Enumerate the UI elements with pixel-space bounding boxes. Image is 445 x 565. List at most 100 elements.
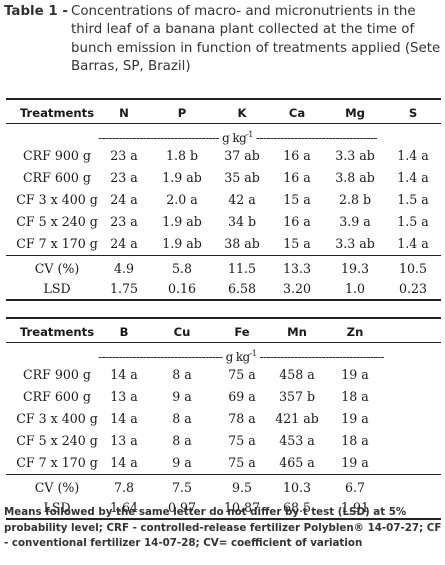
stat-cell: 0.16 xyxy=(167,281,197,296)
table-cell: 1.4 a xyxy=(397,236,429,251)
unit-line: ----------------------------------- g kg… xyxy=(98,130,378,145)
table-cell: 1.9 ab xyxy=(162,214,202,229)
table-cell: 357 b xyxy=(278,389,316,404)
table-cell: 24 a xyxy=(110,236,138,251)
table-cell: 13 a xyxy=(110,389,138,404)
table-cell: 35 ab xyxy=(224,170,260,185)
stat-cell: 3.20 xyxy=(282,281,312,296)
stat-cell: 7.5 xyxy=(171,480,193,495)
table-row-label: CRF 900 g xyxy=(23,148,91,163)
stat-cell: 6.58 xyxy=(227,281,257,296)
stat-cell: 19.3 xyxy=(340,261,370,276)
table-bottom-rule xyxy=(6,299,441,301)
column-header: K xyxy=(237,106,247,120)
stat-cell: 1.64 xyxy=(109,500,139,515)
table-row-label: CRF 600 g xyxy=(23,389,91,404)
stat-cell: 0.23 xyxy=(398,281,428,296)
stat-cell: 6.7 xyxy=(344,480,366,495)
table-cell: 453 a xyxy=(279,433,315,448)
table-bottom-rule xyxy=(6,518,441,520)
table-cell: 13 a xyxy=(110,433,138,448)
column-header: B xyxy=(119,325,129,339)
table-cell: 1.5 a xyxy=(397,192,429,207)
table-cell: 1.5 a xyxy=(397,214,429,229)
table-cell: 3.8 ab xyxy=(335,170,375,185)
table-cell: 23 a xyxy=(110,170,138,185)
table-cell: 42 a xyxy=(228,192,256,207)
table-cell: 75 a xyxy=(228,455,256,470)
table-row-label: CRF 900 g xyxy=(23,367,91,382)
table-cell: 69 a xyxy=(228,389,256,404)
stat-cell: 5.8 xyxy=(171,261,193,276)
table-cell: 8 a xyxy=(172,433,192,448)
table-cell: 24 a xyxy=(110,192,138,207)
stat-cell: 11.5 xyxy=(227,261,257,276)
stat-row-label: CV (%) xyxy=(34,261,80,276)
column-header: S xyxy=(408,106,418,120)
table-cell: 14 a xyxy=(110,367,138,382)
table-cell: 23 a xyxy=(110,148,138,163)
table-cell: 1.4 a xyxy=(397,148,429,163)
table-cell: 75 a xyxy=(228,433,256,448)
table-cell: 3.3 ab xyxy=(335,236,375,251)
table-cell: 19 a xyxy=(341,411,369,426)
table-row-label: CF 7 x 170 g xyxy=(16,455,98,470)
table-row-label: CF 5 x 240 g xyxy=(16,214,98,229)
table-cell: 34 b xyxy=(227,214,257,229)
table-row-label: CF 3 x 400 g xyxy=(16,411,98,426)
table-cell: 3.3 ab xyxy=(335,148,375,163)
stat-cell: 13.3 xyxy=(282,261,312,276)
stat-cell: 1.91 xyxy=(340,500,370,515)
column-header: Mg xyxy=(345,106,365,120)
table-cell: 15 a xyxy=(283,192,311,207)
column-header: N xyxy=(119,106,129,120)
stat-row-label: CV (%) xyxy=(34,480,80,495)
table-cell: 16 a xyxy=(283,148,311,163)
table-top-rule xyxy=(6,317,441,319)
treatments-header: Treatments xyxy=(19,106,95,120)
table-row-label: CRF 600 g xyxy=(23,170,91,185)
unit-line: ------------------------------------ g k… xyxy=(98,349,384,364)
stat-cell: 1.75 xyxy=(109,281,139,296)
column-header: Fe xyxy=(234,325,250,339)
table-cell: 1.9 ab xyxy=(162,236,202,251)
column-header: P xyxy=(177,106,187,120)
table-cell: 19 a xyxy=(341,367,369,382)
table-cell: 14 a xyxy=(110,455,138,470)
table-row-label: CF 7 x 170 g xyxy=(16,236,98,251)
table-cell: 75 a xyxy=(228,367,256,382)
table-cell: 23 a xyxy=(110,214,138,229)
stat-cell: 4.9 xyxy=(113,261,135,276)
table-cell: 1.9 ab xyxy=(162,170,202,185)
table-cell: 15 a xyxy=(283,236,311,251)
table-cell: 38 ab xyxy=(224,236,260,251)
stat-cell: 10.87 xyxy=(223,500,261,515)
stat-row-label: LSD xyxy=(43,500,71,515)
table-cell: 421 ab xyxy=(275,411,319,426)
stat-cell: 0.97 xyxy=(167,500,197,515)
table-cell: 8 a xyxy=(172,411,192,426)
table-cell: 3.9 a xyxy=(339,214,371,229)
table-footnote: Means followed by the same letter do not… xyxy=(4,506,442,549)
stat-cell: 7.8 xyxy=(113,480,135,495)
table-cell: 458 a xyxy=(279,367,315,382)
table-cell: 8 a xyxy=(172,367,192,382)
stat-cell: 10.5 xyxy=(398,261,428,276)
column-header: Cu xyxy=(173,325,191,339)
stat-cell: 9.5 xyxy=(231,480,253,495)
table-cell: 18 a xyxy=(341,389,369,404)
table-row-label: CF 3 x 400 g xyxy=(16,192,98,207)
table-caption: Table 1 - Concentrations of macro- and m… xyxy=(4,3,442,77)
stat-row-label: LSD xyxy=(43,281,71,296)
table-cell: 14 a xyxy=(110,411,138,426)
table-cell: 9 a xyxy=(172,455,192,470)
table-row-label: CF 5 x 240 g xyxy=(16,433,98,448)
table-cell: 2.8 b xyxy=(338,192,372,207)
header-rule xyxy=(6,342,441,343)
table-cell: 2.0 a xyxy=(166,192,198,207)
table-cell: 9 a xyxy=(172,389,192,404)
table-top-rule xyxy=(6,98,441,100)
stats-rule xyxy=(6,255,441,256)
table-cell: 465 a xyxy=(279,455,315,470)
caption-text: Concentrations of macro- and micronutrie… xyxy=(71,4,441,75)
